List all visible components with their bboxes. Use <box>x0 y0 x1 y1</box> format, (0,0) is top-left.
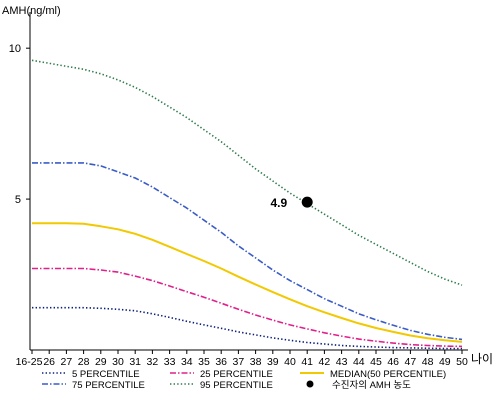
x-tick-label: 28 <box>78 356 90 368</box>
series-line <box>32 162 463 341</box>
x-tick-label: 34 <box>181 356 193 368</box>
x-tick-label: 41 <box>301 356 313 368</box>
x-tick-label: 37 <box>233 356 245 368</box>
x-tick-label: 43 <box>336 356 348 368</box>
series-line <box>32 306 462 350</box>
series-line <box>32 222 463 343</box>
x-tick-label: 27 <box>61 356 73 368</box>
x-tick-label: 42 <box>319 356 331 368</box>
legend-label: 75 PERCENTILE <box>72 380 145 391</box>
legend-label: MEDIAN(50 PERCENTILE) <box>330 369 446 380</box>
x-tick-label: 38 <box>250 356 262 368</box>
x-tick-label: 16-25 <box>16 356 43 368</box>
legend-label: 95 PERCENTILE <box>200 380 273 391</box>
x-tick-label: 48 <box>422 356 434 368</box>
legend-label: 5 PERCENTILE <box>72 369 140 380</box>
y-axis-label: AMH(ng/ml) <box>2 5 61 17</box>
x-tick-label: 32 <box>147 356 159 368</box>
x-axis-label: 나이 <box>471 352 493 366</box>
x-tick-label: 49 <box>439 356 451 368</box>
y-tick-label: 10 <box>9 43 21 55</box>
x-tick-label: 50 <box>456 356 468 368</box>
series-line <box>32 267 463 348</box>
series-line <box>31 59 463 286</box>
x-tick-label: 35 <box>198 356 210 368</box>
x-tick-label: 26 <box>43 356 55 368</box>
x-tick-label: 30 <box>112 356 124 368</box>
highlight-point <box>301 196 313 208</box>
x-tick-label: 29 <box>95 356 107 368</box>
x-tick-label: 47 <box>405 356 417 368</box>
x-tick-label: 39 <box>267 356 279 368</box>
x-tick-label: 40 <box>284 356 296 368</box>
legend-label: 수진자의 AMH 농도 <box>332 380 411 391</box>
y-tick-label: 5 <box>15 194 21 206</box>
x-tick-label: 46 <box>387 356 399 368</box>
x-tick-label: 44 <box>353 356 365 368</box>
x-tick-label: 36 <box>215 356 227 368</box>
highlight-label: 4.9 <box>271 196 288 210</box>
x-tick-label: 31 <box>129 356 141 368</box>
x-tick-label: 33 <box>164 356 176 368</box>
legend-marker <box>306 380 314 388</box>
legend-label: 25 PERCENTILE <box>200 369 273 380</box>
x-tick-label: 45 <box>370 356 382 368</box>
